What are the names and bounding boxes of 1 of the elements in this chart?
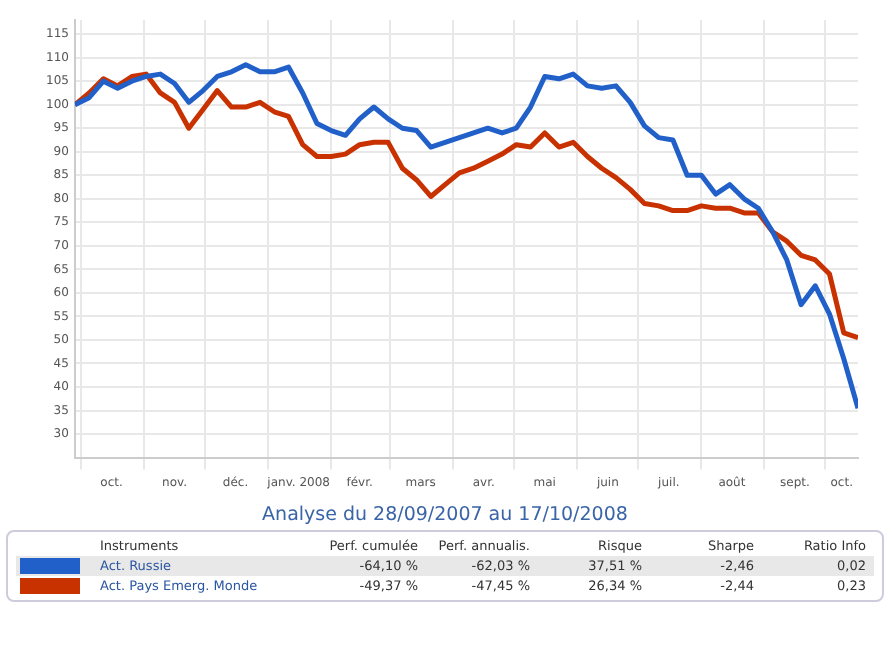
text: Analyse du 28/09/2007 au 17/10/2008 <box>260 504 630 526</box>
